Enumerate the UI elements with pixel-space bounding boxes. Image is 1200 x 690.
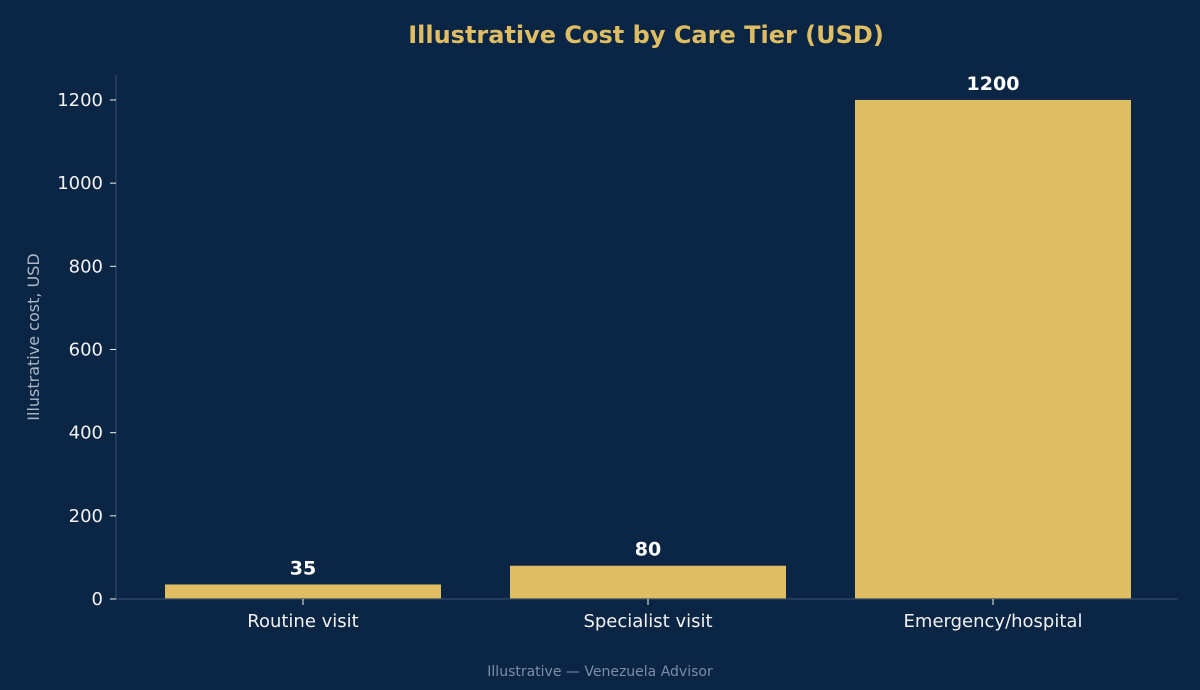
y-axis-label: Illustrative cost, USD bbox=[24, 253, 43, 420]
x-axis-ticks: Routine visit Specialist visit Emergency/h… bbox=[247, 599, 1082, 632]
x-tick-label: Emergency/hospital bbox=[904, 611, 1083, 632]
bar-value-label: 35 bbox=[290, 557, 316, 579]
y-tick-label: 1000 bbox=[57, 173, 103, 194]
bar-routine-visit bbox=[165, 584, 441, 599]
bar-value-labels: 35 80 1200 bbox=[290, 73, 1020, 579]
y-tick-label: 1200 bbox=[57, 90, 103, 111]
chart-title: Illustrative Cost by Care Tier (USD) bbox=[408, 21, 884, 49]
y-tick-label: 0 bbox=[92, 589, 103, 610]
x-tick-label: Routine visit bbox=[247, 611, 358, 632]
bars-group bbox=[165, 99, 1131, 599]
y-tick-label: 800 bbox=[69, 256, 103, 277]
y-tick-label: 600 bbox=[69, 339, 103, 360]
footer-credit: Illustrative — Venezuela Advisor bbox=[487, 664, 713, 680]
bar-value-label: 1200 bbox=[967, 73, 1020, 95]
bar-emergency-hospital bbox=[855, 99, 1131, 599]
bar-specialist-visit bbox=[510, 565, 786, 599]
y-axis-ticks: 0 200 400 600 800 1000 1200 bbox=[57, 90, 116, 610]
bar-value-label: 80 bbox=[635, 539, 661, 561]
y-tick-label: 400 bbox=[69, 423, 103, 444]
y-tick-label: 200 bbox=[69, 506, 103, 527]
x-tick-label: Specialist visit bbox=[583, 611, 712, 632]
